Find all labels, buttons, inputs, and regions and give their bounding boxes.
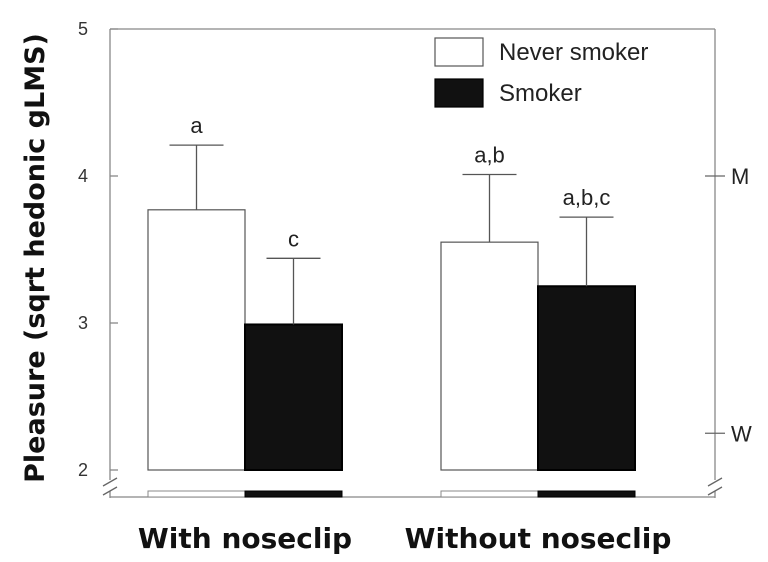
x-category-label: With noseclip (138, 522, 352, 555)
y-axis-label: Pleasure (sqrt hedonic gLMS) (20, 33, 51, 483)
y-tick-label: 2 (78, 460, 88, 480)
y-tick-label: 5 (78, 19, 88, 39)
reference-label: W (731, 421, 752, 446)
significance-label: a,b,c (563, 185, 611, 210)
y-tick-label: 4 (78, 166, 88, 186)
axis-break-mark (707, 486, 723, 496)
reference-markers: MW (705, 164, 752, 446)
legend-label: Smoker (499, 80, 582, 107)
bar-never-smoker (147, 209, 246, 471)
bars (147, 209, 636, 498)
significance-labels: a a,b c a,b,c (190, 113, 610, 251)
error-bars (169, 144, 614, 325)
bar-never-smoker (440, 241, 539, 471)
significance-label: c (288, 226, 299, 251)
axis-break-mark (707, 477, 723, 487)
bar-smoker (537, 285, 636, 471)
axis-break-mark (102, 477, 118, 487)
x-category-label: Without noseclip (405, 522, 672, 555)
bar-stub (147, 490, 246, 498)
y-ticks: 2 3 4 5 (78, 19, 118, 480)
legend: Never smoker Smoker (434, 37, 648, 108)
legend-swatch (434, 78, 484, 108)
bar-stub (440, 490, 539, 498)
x-category-labels: With noseclip Without noseclip (138, 522, 671, 555)
legend-label: Never smoker (499, 39, 648, 66)
bar-stub (244, 490, 343, 498)
significance-label: a,b (474, 143, 505, 168)
reference-label: M (731, 164, 749, 189)
bar-stub (537, 490, 636, 498)
significance-label: a (190, 113, 203, 138)
y-tick-label: 3 (78, 313, 88, 333)
bar-smoker (244, 323, 343, 471)
legend-swatch (434, 37, 484, 67)
axis-break-mark (102, 486, 118, 496)
